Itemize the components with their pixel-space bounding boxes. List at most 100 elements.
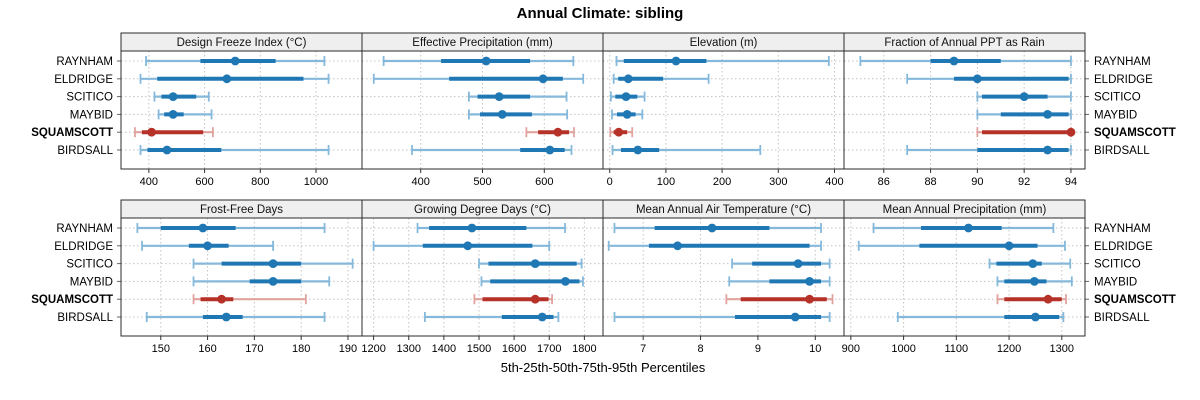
axis-tick-label: 9 bbox=[755, 343, 761, 355]
panel-mean-annual-air-temperature-c: Mean Annual Air Temperature (°C) 7 8 9 10 bbox=[602, 199, 845, 355]
series-squamscott bbox=[609, 127, 634, 138]
median-dot bbox=[793, 259, 803, 268]
row-label-left-maybid: MAYBID bbox=[70, 276, 113, 288]
median-dot bbox=[198, 223, 208, 233]
axis-tick-label: 1200 bbox=[361, 343, 385, 355]
row-label-left-raynham: RAYNHAM bbox=[56, 56, 113, 68]
panel-strip-title: Mean Annual Air Temperature (°C) bbox=[636, 204, 811, 216]
median-dot bbox=[949, 56, 959, 66]
median-dot bbox=[623, 74, 633, 84]
series-eldridge bbox=[612, 73, 710, 84]
panel-border bbox=[843, 217, 1086, 337]
median-dot bbox=[481, 56, 491, 66]
series-scitico bbox=[731, 258, 831, 269]
axis-tick-label: 200 bbox=[713, 176, 731, 188]
axis-tick-label: 1800 bbox=[572, 343, 596, 355]
median-dot bbox=[1031, 312, 1040, 322]
median-dot bbox=[964, 223, 973, 233]
row-label-left-scitico: SCITICO bbox=[66, 92, 113, 104]
median-dot bbox=[553, 127, 563, 137]
axis-tick-label: 1000 bbox=[304, 176, 328, 188]
median-dot bbox=[621, 92, 631, 101]
axis-tick-label: 160 bbox=[198, 343, 216, 355]
row-label-left-raynham: RAYNHAM bbox=[56, 223, 113, 235]
row-label-left-birdsall: BIRDSALL bbox=[57, 312, 113, 324]
series-birdsall bbox=[906, 145, 1072, 155]
series-eldridge bbox=[372, 73, 585, 84]
series-squamscott bbox=[473, 294, 553, 305]
series-birdsall bbox=[613, 312, 831, 322]
axis-tick-label: 0 bbox=[607, 176, 613, 188]
axis-tick-label: 800 bbox=[251, 176, 269, 188]
axis-tick-label: 180 bbox=[292, 343, 310, 355]
median-dot bbox=[673, 241, 682, 251]
panel-effective-precipitation-mm: Effective Precipitation (mm) 400 500 600 bbox=[361, 32, 604, 188]
median-dot bbox=[497, 110, 507, 119]
axis-tick-label: 170 bbox=[245, 343, 263, 355]
median-dot bbox=[1066, 127, 1076, 137]
median-dot bbox=[268, 259, 278, 268]
axis-tick-label: 600 bbox=[535, 176, 553, 188]
series-raynham bbox=[382, 56, 575, 66]
series-birdsall bbox=[423, 312, 560, 322]
series-maybid bbox=[157, 109, 213, 120]
row-label-right-squamscott: SQUAMSCOTT bbox=[1094, 127, 1176, 139]
axis-tick-label: 1300 bbox=[1050, 343, 1074, 355]
axis-tick-label: 100 bbox=[657, 176, 675, 188]
axis-tick-label: 92 bbox=[1018, 176, 1030, 188]
series-scitico bbox=[988, 258, 1072, 269]
axis-tick-label: 400 bbox=[412, 176, 430, 188]
row-label-right-raynham: RAYNHAM bbox=[1094, 56, 1151, 68]
median-dot bbox=[221, 312, 231, 322]
axis-tick-label: 400 bbox=[140, 176, 158, 188]
panel-elevation-m: Elevation (m) 0 100 200 300 400 bbox=[602, 32, 845, 188]
median-dot bbox=[168, 110, 178, 119]
series-raynham bbox=[872, 223, 1055, 233]
series-squamscott bbox=[996, 294, 1067, 305]
series-squamscott bbox=[134, 127, 214, 138]
series-squamscott bbox=[976, 127, 1076, 138]
median-dot bbox=[707, 223, 717, 233]
row-label-left-eldridge: ELDRIDGE bbox=[54, 74, 113, 86]
series-scitico bbox=[609, 91, 646, 102]
series-scitico bbox=[478, 258, 583, 269]
row-label-left-squamscott: SQUAMSCOTT bbox=[31, 127, 113, 139]
panel-frost-free-days: Frost-Free Days 150 160 170 180 190 bbox=[117, 199, 363, 355]
row-label-right-birdsall: BIRDSALL bbox=[1094, 145, 1150, 157]
median-dot bbox=[622, 110, 632, 119]
panel-strip-title: Growing Degree Days (°C) bbox=[414, 204, 551, 216]
panel-strip-title: Mean Annual Precipitation (mm) bbox=[883, 204, 1047, 216]
median-dot bbox=[168, 92, 178, 101]
row-label-left-squamscott: SQUAMSCOTT bbox=[31, 294, 113, 306]
row-label-right-eldridge: ELDRIDGE bbox=[1094, 241, 1153, 253]
row-label-left-birdsall: BIRDSALL bbox=[57, 145, 113, 157]
series-raynham bbox=[613, 223, 822, 233]
panel-fraction-of-annual-ppt-as-rain: Fraction of Annual PPT as Rain 86 88 90 92 94 bbox=[843, 32, 1089, 188]
series-squamscott bbox=[725, 294, 834, 305]
axis-tick-label: 150 bbox=[152, 343, 170, 355]
median-dot bbox=[1043, 110, 1052, 119]
row-label-right-raynham: RAYNHAM bbox=[1094, 223, 1151, 235]
median-dot bbox=[147, 127, 157, 137]
median-dot bbox=[1028, 259, 1038, 268]
series-birdsall bbox=[145, 312, 326, 322]
series-scitico bbox=[192, 258, 354, 269]
series-birdsall bbox=[611, 145, 762, 155]
series-squamscott bbox=[192, 294, 307, 305]
axis-tick-label: 1400 bbox=[432, 343, 456, 355]
row-label-right-eldridge: ELDRIDGE bbox=[1094, 74, 1153, 86]
median-dot bbox=[230, 56, 240, 66]
series-maybid bbox=[192, 276, 331, 287]
axis-tick-label: 400 bbox=[825, 176, 843, 188]
axis-tick-label: 1300 bbox=[396, 343, 420, 355]
series-eldridge bbox=[906, 73, 1072, 84]
series-maybid bbox=[996, 276, 1073, 287]
series-eldridge bbox=[857, 240, 1066, 251]
axis-tick-label: 190 bbox=[339, 343, 357, 355]
median-dot bbox=[538, 74, 548, 84]
panel-strip-title: Effective Precipitation (mm) bbox=[412, 37, 553, 49]
axis-tick-label: 10 bbox=[809, 343, 821, 355]
panel-growing-degree-days-c: Growing Degree Days (°C) 1200 1300 1400 1500… bbox=[361, 199, 604, 355]
axis-tick-label: 900 bbox=[842, 343, 860, 355]
